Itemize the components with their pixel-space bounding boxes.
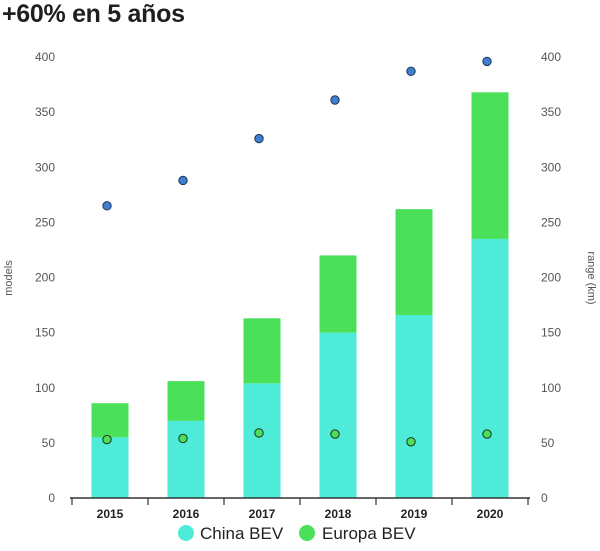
right-y-ticks: 0 50 100 150 200 250 300 350 400 xyxy=(541,50,561,505)
y2-tick-label: 250 xyxy=(541,215,561,229)
marker-range-blue-2016 xyxy=(178,175,188,186)
bar-europa-2020 xyxy=(471,92,509,239)
marker-range-blue-2019 xyxy=(406,66,416,77)
bar-china-2016 xyxy=(167,420,205,498)
y-tick-label: 0 xyxy=(48,491,55,505)
y2-tick-label: 300 xyxy=(541,160,561,174)
marker-range-green-2018 xyxy=(330,429,340,439)
marker-range-green-2020 xyxy=(482,429,492,439)
markers-group xyxy=(102,56,492,447)
x-tick-label: 2018 xyxy=(325,507,352,521)
marker-range-blue-2015 xyxy=(102,201,112,211)
y-tick-label: 250 xyxy=(35,215,55,229)
bar-china-2017 xyxy=(243,383,281,498)
y2-tick-label: 150 xyxy=(541,326,561,340)
marker-range-green-2019 xyxy=(406,437,416,447)
y2-tick-label: 0 xyxy=(541,491,548,505)
y-tick-label: 200 xyxy=(35,271,55,285)
x-ticks: 2015 2016 2017 2018 2019 2020 xyxy=(71,498,529,521)
bar-europa-2017 xyxy=(243,318,281,384)
y2-tick-label: 100 xyxy=(541,381,561,395)
marker-range-blue-2017 xyxy=(254,133,264,144)
legend-label-china: China BEV xyxy=(200,524,284,543)
bar-china-2018 xyxy=(319,332,357,498)
bar-china-2020 xyxy=(471,238,509,498)
bars-group xyxy=(91,92,509,498)
chart-title: +60% en 5 años xyxy=(2,0,185,28)
legend-swatch-europa xyxy=(299,525,315,541)
legend-label-europa: Europa BEV xyxy=(322,524,416,543)
x-tick-label: 2015 xyxy=(97,507,124,521)
bar-europa-2018 xyxy=(319,255,357,333)
y2-tick-label: 400 xyxy=(541,50,561,64)
bar-china-2019 xyxy=(395,314,433,498)
bar-china-2015 xyxy=(91,437,129,498)
marker-range-blue-2020 xyxy=(482,56,492,67)
y-tick-label: 50 xyxy=(42,436,56,450)
marker-range-green-2016 xyxy=(178,433,188,444)
y-tick-label: 150 xyxy=(35,326,55,340)
y-tick-label: 100 xyxy=(35,381,55,395)
x-tick-label: 2019 xyxy=(401,507,428,521)
y2-tick-label: 200 xyxy=(541,271,561,285)
x-tick-label: 2020 xyxy=(477,507,504,521)
y-tick-label: 400 xyxy=(35,50,55,64)
x-tick-label: 2017 xyxy=(249,507,276,521)
y2-axis-title: range (km) xyxy=(585,251,597,304)
marker-range-green-2017 xyxy=(254,428,264,438)
y-tick-label: 350 xyxy=(35,105,55,119)
bar-europa-2016 xyxy=(167,381,205,421)
bar-europa-2019 xyxy=(395,209,433,315)
marker-range-green-2015 xyxy=(102,434,112,445)
marker-range-blue-2018 xyxy=(330,95,340,105)
legend: China BEV Europa BEV xyxy=(178,524,416,543)
y-axis-title: models xyxy=(3,260,15,296)
y2-tick-label: 50 xyxy=(541,436,555,450)
bar-europa-2015 xyxy=(91,403,129,438)
left-y-ticks: 0 50 100 150 200 250 300 350 400 xyxy=(35,50,55,505)
y2-tick-label: 350 xyxy=(541,105,561,119)
legend-swatch-china xyxy=(178,525,194,541)
y-tick-label: 300 xyxy=(35,160,55,174)
x-tick-label: 2016 xyxy=(173,507,200,521)
